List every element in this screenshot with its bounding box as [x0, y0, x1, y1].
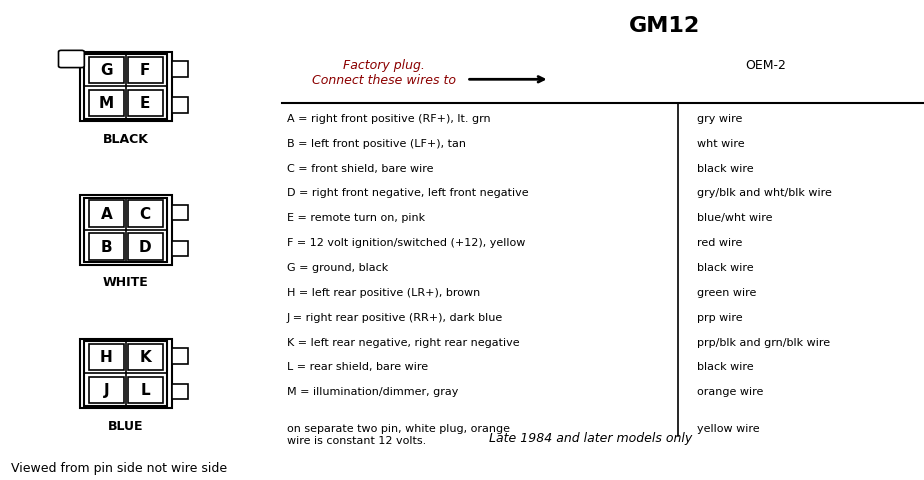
FancyBboxPatch shape: [58, 51, 84, 69]
Bar: [128, 201, 163, 227]
Text: gry/blk and wht/blk wire: gry/blk and wht/blk wire: [697, 188, 832, 198]
Text: E: E: [140, 96, 151, 111]
Text: J = right rear positive (RR+), dark blue: J = right rear positive (RR+), dark blue: [287, 312, 504, 322]
Bar: [84, 341, 167, 406]
Bar: [172, 384, 188, 400]
Bar: [79, 196, 172, 265]
Text: F = 12 volt ignition/switched (+12), yellow: F = 12 volt ignition/switched (+12), yel…: [287, 238, 526, 248]
Bar: [89, 344, 124, 370]
Text: A: A: [101, 206, 113, 221]
Bar: [172, 98, 188, 113]
Text: M = illumination/dimmer, gray: M = illumination/dimmer, gray: [287, 386, 458, 396]
Text: black wire: black wire: [697, 263, 754, 273]
Bar: [89, 377, 124, 403]
Bar: [89, 58, 124, 84]
Bar: [172, 205, 188, 221]
Text: B: B: [101, 240, 112, 254]
Text: F: F: [140, 63, 151, 78]
Bar: [172, 348, 188, 364]
Text: gry wire: gry wire: [697, 114, 742, 123]
Text: C: C: [140, 206, 151, 221]
Text: GM12: GM12: [629, 16, 700, 36]
Text: wht wire: wht wire: [697, 138, 745, 148]
Text: K = left rear negative, right rear negative: K = left rear negative, right rear negat…: [287, 337, 519, 347]
Bar: [79, 339, 172, 408]
Bar: [89, 201, 124, 227]
Text: G = ground, black: G = ground, black: [287, 263, 388, 273]
Text: Factory plug.
Connect these wires to: Factory plug. Connect these wires to: [311, 59, 456, 86]
Text: prp wire: prp wire: [697, 312, 743, 322]
Text: L = rear shield, bare wire: L = rear shield, bare wire: [287, 362, 428, 372]
Text: black wire: black wire: [697, 163, 754, 173]
Text: WHITE: WHITE: [103, 276, 149, 288]
Bar: [128, 377, 163, 403]
Text: D: D: [139, 240, 152, 254]
Bar: [84, 55, 167, 120]
Bar: [128, 91, 163, 117]
Text: Viewed from pin side not wire side: Viewed from pin side not wire side: [10, 461, 226, 474]
Bar: [128, 344, 163, 370]
Bar: [84, 198, 167, 263]
Text: prp/blk and grn/blk wire: prp/blk and grn/blk wire: [697, 337, 830, 347]
Text: A = right front positive (RF+), lt. grn: A = right front positive (RF+), lt. grn: [287, 114, 491, 123]
Bar: [79, 53, 172, 122]
Bar: [128, 58, 163, 84]
Text: M: M: [99, 96, 114, 111]
Text: C = front shield, bare wire: C = front shield, bare wire: [287, 163, 433, 173]
Text: B = left front positive (LF+), tan: B = left front positive (LF+), tan: [287, 138, 466, 148]
Bar: [128, 234, 163, 260]
Text: BLACK: BLACK: [103, 132, 149, 145]
Text: orange wire: orange wire: [697, 386, 763, 396]
Text: red wire: red wire: [697, 238, 742, 248]
Text: J: J: [103, 383, 109, 397]
Bar: [172, 62, 188, 77]
Bar: [89, 91, 124, 117]
Text: yellow wire: yellow wire: [697, 423, 760, 433]
Bar: [89, 234, 124, 260]
Text: H: H: [100, 349, 113, 365]
Text: D = right front negative, left front negative: D = right front negative, left front neg…: [287, 188, 529, 198]
Text: E = remote turn on, pink: E = remote turn on, pink: [287, 213, 425, 223]
Text: black wire: black wire: [697, 362, 754, 372]
Bar: [172, 241, 188, 256]
Text: on separate two pin, white plug, orange
wire is constant 12 volts.: on separate two pin, white plug, orange …: [287, 423, 510, 445]
Text: K: K: [140, 349, 151, 365]
Text: OEM-2: OEM-2: [746, 59, 786, 72]
Text: Late 1984 and later models only: Late 1984 and later models only: [490, 431, 693, 444]
Text: L: L: [140, 383, 150, 397]
Text: BLUE: BLUE: [108, 419, 143, 432]
Text: H = left rear positive (LR+), brown: H = left rear positive (LR+), brown: [287, 287, 480, 297]
Text: green wire: green wire: [697, 287, 756, 297]
Text: blue/wht wire: blue/wht wire: [697, 213, 772, 223]
Text: G: G: [100, 63, 113, 78]
